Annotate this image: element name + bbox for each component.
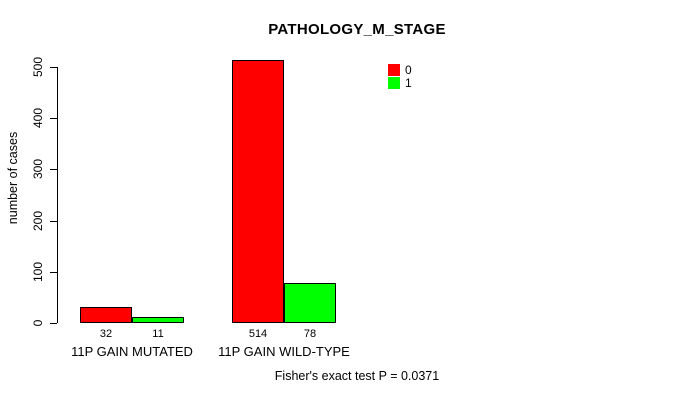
bar-value-label: 514	[248, 328, 268, 340]
legend-swatch	[388, 77, 400, 89]
bar-1-11p-gain-mutated	[132, 317, 184, 323]
chart-title: PATHOLOGY_M_STAGE	[268, 21, 446, 38]
y-tick-label: 400	[31, 107, 45, 129]
y-tick-mark	[50, 221, 57, 222]
bar-value-label: 32	[99, 328, 113, 340]
stat-test-note: Fisher's exact test P = 0.0371	[274, 369, 440, 383]
bar-value-label: 78	[303, 328, 317, 340]
y-tick-label: 500	[31, 56, 45, 78]
y-tick-mark	[50, 323, 57, 324]
bar-value-label: 11	[152, 328, 164, 340]
bar-0-11p-gain-wild-type	[232, 60, 284, 323]
y-tick-label: 0	[31, 319, 45, 327]
y-tick-mark	[50, 67, 57, 68]
y-tick-mark	[50, 272, 57, 273]
y-tick-label: 200	[31, 210, 45, 232]
y-axis-label: number of cases	[6, 131, 20, 225]
legend-label: 1	[405, 76, 412, 90]
legend-label: 0	[405, 63, 412, 77]
y-tick-label: 300	[31, 158, 45, 180]
legend-entry: 0	[388, 64, 412, 76]
y-axis-line	[57, 67, 58, 323]
y-tick-label: 100	[31, 261, 45, 283]
bar-0-11p-gain-mutated	[80, 307, 132, 323]
bar-1-11p-gain-wild-type	[284, 283, 336, 323]
y-tick-mark	[50, 118, 57, 119]
category-label: 11P GAIN WILD-TYPE	[218, 344, 350, 359]
category-label: 11P GAIN MUTATED	[71, 344, 193, 359]
legend-entry: 1	[388, 77, 412, 89]
legend-swatch	[388, 64, 400, 76]
y-tick-mark	[50, 169, 57, 170]
